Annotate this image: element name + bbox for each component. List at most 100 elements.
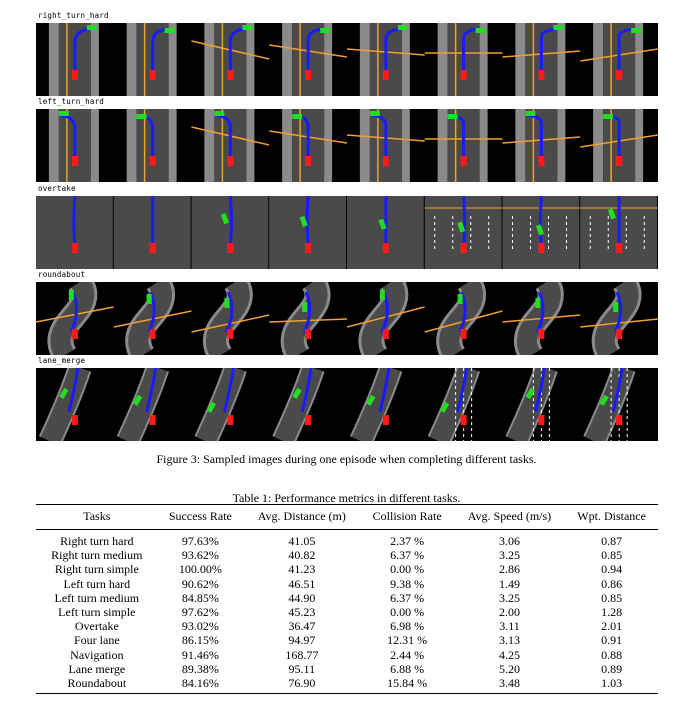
cell-success: 84.85%: [181, 590, 219, 605]
table-row: Left turn medium 84.85% 44.90 6.37 % 3.25 0.8…: [36, 591, 658, 605]
cell-distance: 41.23: [288, 562, 316, 577]
cell-wpt: 0.88: [601, 647, 623, 662]
ego-vehicle: [460, 329, 467, 339]
frame: [191, 196, 269, 269]
ego-vehicle: [538, 156, 545, 166]
frames-roundabout: [36, 282, 658, 355]
frame: [502, 109, 581, 182]
cell-speed: 3.25: [498, 590, 520, 605]
frame: [191, 109, 270, 182]
table-header-row: Tasks Success Rate Avg. Distance (m) Col…: [36, 504, 658, 530]
header-avg-speed: Avg. Speed (m/s): [453, 504, 566, 530]
cell-task: Roundabout: [36, 676, 158, 695]
cell-task: Right turn hard: [60, 534, 134, 548]
cell-wpt: 0.87: [601, 534, 623, 548]
cell-success: 93.62%: [181, 548, 219, 563]
row-label-lane-merge: lane_merge: [38, 356, 86, 365]
row-label-left-turn-hard: left_turn_hard: [38, 97, 105, 106]
frame: [36, 282, 114, 355]
frame: [424, 368, 502, 441]
frame: [580, 282, 658, 355]
cell-wpt: 2.01: [601, 619, 623, 634]
frame: [269, 23, 348, 96]
ego-vehicle: [227, 70, 234, 80]
ego-vehicle: [538, 243, 545, 253]
cell-speed: 3.13: [498, 633, 520, 648]
ego-vehicle: [227, 329, 234, 339]
frame: [346, 109, 425, 182]
cell-distance: 45.23: [288, 605, 316, 620]
cell-task: Navigation: [70, 647, 124, 662]
image-strip-overtake: [36, 196, 658, 269]
ego-vehicle: [149, 70, 156, 80]
cell-success: 93.02%: [181, 619, 219, 634]
image-strip-lane-merge: [36, 368, 658, 441]
ego-vehicle: [538, 329, 545, 339]
ego-vehicle: [460, 243, 467, 253]
frame: [580, 109, 658, 182]
cell-wpt: 0.86: [601, 576, 623, 591]
ego-vehicle: [227, 415, 234, 425]
cell-distance: 44.90: [288, 590, 316, 605]
cell-collision: 6.37 %: [390, 548, 425, 563]
cell-speed: 2.86: [498, 562, 520, 577]
ego-vehicle: [460, 415, 467, 425]
ego-vehicle: [71, 156, 78, 166]
cell-distance: 94.97: [288, 633, 316, 648]
cell-speed: 4.25: [498, 647, 520, 662]
ego-vehicle: [305, 156, 312, 166]
ego-vehicle: [538, 70, 545, 80]
frame: [502, 23, 581, 96]
ego-vehicle: [616, 156, 623, 166]
frame: [113, 109, 191, 182]
ego-vehicle: [149, 329, 156, 339]
cell-collision: 6.88 %: [390, 661, 425, 676]
table-row: Lane merge 89.38% 95.11 6.88 % 5.20 0.89: [36, 662, 658, 676]
figure-caption: Figure 3: Sampled images during one epis…: [156, 452, 537, 466]
ego-vehicle: [305, 329, 312, 339]
ego-vehicle: [460, 70, 467, 80]
frame: [113, 282, 192, 355]
frame: [580, 196, 658, 269]
cell-task: Overtake: [74, 619, 119, 634]
cell-distance: 40.82: [288, 548, 316, 563]
frame: [269, 282, 348, 355]
frame: [36, 109, 113, 182]
row-label-roundabout: roundabout: [38, 270, 86, 279]
frames-lane-merge: [36, 368, 657, 441]
performance-table: Tasks Success Rate Avg. Distance (m) Col…: [36, 504, 658, 695]
frame: [424, 196, 503, 269]
cell-wpt: 0.89: [601, 661, 623, 676]
cell-distance: 76.90: [243, 676, 361, 695]
ego-vehicle: [71, 415, 78, 425]
frames-overtake: [36, 196, 658, 269]
cell-task: Left turn medium: [54, 590, 140, 605]
frames-right-turn-hard: [36, 23, 658, 96]
ego-vehicle: [149, 243, 156, 253]
cell-distance: 168.77: [285, 647, 319, 662]
frame: [113, 23, 191, 96]
header-success-rate: Success Rate: [157, 504, 244, 530]
cell-success: 86.15%: [181, 633, 219, 648]
ego-vehicle: [71, 329, 78, 339]
header-wpt-distance: Wpt. Distance: [565, 504, 658, 530]
table-row: Left turn simple 97.62% 45.23 0.00 % 2.00 1.2…: [36, 605, 658, 619]
cell-collision: 2.44 %: [390, 647, 425, 662]
frame: [36, 23, 113, 96]
cell-speed: 3.06: [498, 534, 520, 548]
cell-task: Left turn simple: [58, 605, 136, 620]
frame: [580, 23, 658, 96]
cell-speed: 3.11: [499, 619, 520, 634]
row-label-overtake: overtake: [38, 184, 76, 193]
cell-collision: 2.37 %: [390, 534, 425, 548]
cell-distance: 41.05: [288, 534, 316, 548]
frame: [346, 282, 425, 355]
table-row: Left turn hard 90.62% 46.51 9.38 % 1.49 0.86: [36, 577, 658, 591]
cell-wpt: 0.94: [601, 562, 623, 577]
ego-vehicle: [382, 70, 389, 80]
cell-wpt: 1.03: [565, 676, 658, 695]
cell-task: Right turn medium: [51, 548, 143, 563]
cell-speed: 3.25: [498, 548, 520, 563]
cell-wpt: 0.85: [601, 548, 623, 563]
cell-wpt: 0.85: [601, 590, 623, 605]
